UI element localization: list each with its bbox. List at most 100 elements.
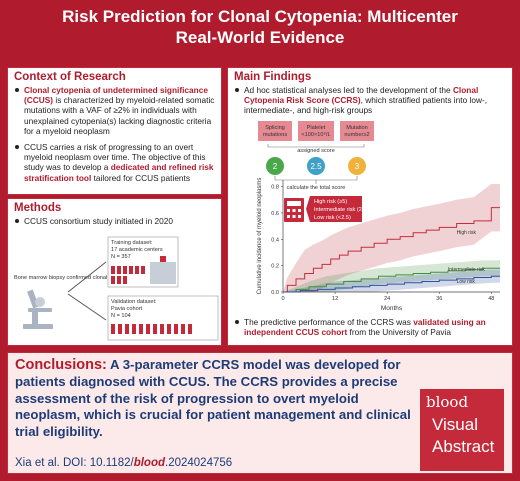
findings-b2-rest: from the University of Pavia bbox=[347, 327, 451, 338]
calc-label: calculate the total score bbox=[287, 185, 346, 191]
x-tick-label: 12 bbox=[332, 296, 338, 302]
findings-b1-rest: , which stratified patients into low-, i… bbox=[244, 95, 488, 116]
platelet-l2: <100×10⁹/L bbox=[301, 131, 330, 138]
validated-term: validated using an independent CCUS coho… bbox=[244, 317, 486, 338]
legend-intermediate: Intermediate risk (2.5–5) bbox=[314, 207, 375, 213]
x-tick-label: 0 bbox=[281, 296, 284, 302]
people-icons-training bbox=[111, 266, 145, 284]
x-tick-label: 24 bbox=[384, 296, 390, 302]
blood-visual-abstract-logo: blood Visual Abstract bbox=[420, 389, 504, 471]
mutation-box bbox=[340, 121, 374, 141]
y-tick-label: 0.4 bbox=[271, 237, 279, 243]
citation-journal: blood bbox=[133, 457, 165, 469]
findings-heading: Main Findings bbox=[234, 71, 312, 83]
training-label-1: Training dataset: bbox=[111, 240, 153, 246]
badge-visual: Visual bbox=[432, 415, 478, 434]
biopsy-label: Bone marrow biopsy confirmed clonal cyto… bbox=[14, 275, 134, 281]
series-line-1 bbox=[283, 267, 500, 293]
microscope-icon bbox=[23, 289, 53, 329]
score-2: 2.5 bbox=[310, 162, 322, 171]
ci-band-0 bbox=[283, 183, 500, 292]
arrow-to-training bbox=[67, 261, 107, 293]
title-line-1: Risk Prediction for Clonal Cytopenia: Mu… bbox=[62, 7, 458, 26]
validation-label-2: Pavia cohort bbox=[111, 306, 143, 312]
badge-abstract: Abstract bbox=[432, 437, 495, 456]
validation-label-3: N = 104 bbox=[111, 313, 131, 319]
mutation-l1: Mutation bbox=[346, 125, 367, 131]
ci-band-2 bbox=[283, 269, 500, 292]
score-circle-2 bbox=[307, 157, 325, 175]
calc-bracket bbox=[274, 176, 358, 184]
findings-bullet-2: The predictive performance of the CCRS w… bbox=[228, 317, 510, 337]
people-icons-validation bbox=[111, 324, 192, 334]
splicing-l2: mutations bbox=[263, 132, 287, 138]
methods-panel: Methods CCUS consortium study initiated … bbox=[7, 198, 222, 346]
platelet-l1: Platelet bbox=[307, 125, 326, 131]
y-tick-label: 0.2 bbox=[271, 264, 279, 270]
citation-post: .2024024756 bbox=[165, 457, 233, 469]
conclusions-panel: Conclusions: A 3-parameter CCRS model wa… bbox=[7, 352, 513, 474]
methods-bullet-1: CCUS consortium study initiated in 2020 bbox=[8, 216, 221, 226]
incidence-chart: 0 12 24 36 48 0.0 0.2 0.4 0.6 0.8 High risk Interme… bbox=[257, 178, 500, 312]
findings-b1-text: Ad hoc statistical analyses led to the d… bbox=[244, 85, 453, 95]
assigned-label: assigned score bbox=[297, 148, 335, 154]
legend-high: High risk (≥5) bbox=[314, 199, 347, 205]
context-bullet-2: CCUS carries a risk of progressing to an… bbox=[8, 142, 221, 183]
training-label-3: N = 357 bbox=[111, 254, 131, 260]
series-line-0 bbox=[283, 207, 500, 293]
ccrs-term: Clonal Cytopenia Risk Score (CCRS) bbox=[244, 85, 479, 106]
findings-bullet-1: Ad hoc statistical analyses led to the d… bbox=[228, 85, 512, 116]
validation-label-1: Validation dataset: bbox=[111, 299, 157, 305]
context-b2-end: tailored for CCUS patients bbox=[91, 172, 190, 183]
bullet-dot bbox=[235, 88, 239, 92]
x-axis-title: Months bbox=[381, 305, 403, 312]
methods-heading: Methods bbox=[14, 202, 62, 214]
training-label-2: 17 academic centers bbox=[111, 247, 163, 253]
ccus-term: Clonal cytopenia of undetermined signifi… bbox=[24, 85, 208, 106]
hospital-icon bbox=[150, 256, 176, 284]
series-line-2 bbox=[283, 275, 500, 293]
splicing-l1: Splicing bbox=[265, 125, 285, 131]
context-panel: Context of Research Clonal cytopenia of … bbox=[7, 67, 222, 195]
legend-low: Low risk (<2.5) bbox=[314, 215, 351, 221]
y-tick-label: 0.0 bbox=[271, 290, 279, 296]
score-3: 3 bbox=[355, 162, 360, 171]
conclusions-text: Conclusions: A 3-parameter CCRS model wa… bbox=[15, 357, 425, 441]
citation-pre: Xia et al. DOI: 10.1182/ bbox=[15, 457, 134, 469]
mutation-l2: number≥2 bbox=[344, 132, 369, 138]
findings-b2-text: The predictive performance of the CCRS w… bbox=[244, 317, 414, 327]
context-b1-text: is characterized by myeloid-related soma… bbox=[24, 95, 215, 136]
risk-legend-box bbox=[306, 196, 362, 222]
y-tick-label: 0.8 bbox=[271, 185, 279, 191]
score-circle-3 bbox=[348, 157, 366, 175]
context-b2-bold: dedicated and refined risk stratificatio… bbox=[24, 162, 214, 183]
findings-panel: Main Findings Ad hoc statistical analyse… bbox=[227, 67, 513, 346]
conclusions-lead: Conclusions: bbox=[15, 357, 107, 373]
methods-diagram: Bone marrow biopsy confirmed clonal cyto… bbox=[14, 236, 219, 341]
methods-b1-text: CCUS consortium study initiated in 2020 bbox=[24, 216, 173, 226]
calculator-icon bbox=[284, 198, 304, 222]
page-title: Risk Prediction for Clonal Cytopenia: Mu… bbox=[0, 6, 520, 48]
x-tick-label: 48 bbox=[488, 296, 494, 302]
bullet-dot bbox=[235, 320, 239, 324]
ccrs-diagram: Splicing mutations Platelet <100×10⁹/L M… bbox=[257, 121, 500, 312]
biopsy-text: Bone marrow biopsy confirmed clonal cyto… bbox=[14, 275, 134, 281]
series-label-0: High risk bbox=[457, 230, 477, 236]
badge-blood: blood bbox=[426, 393, 469, 411]
y-axis-title: Cumulative incidence of myeloid neoplasm… bbox=[257, 178, 263, 295]
title-line-2: Real-World Evidence bbox=[175, 28, 345, 47]
assigned-bracket bbox=[267, 144, 365, 148]
series-label-1: Intermediate risk bbox=[448, 267, 485, 273]
platelet-box bbox=[298, 121, 334, 141]
citation[interactable]: Xia et al. DOI: 10.1182/blood.2024024756 bbox=[15, 457, 232, 469]
context-b2-text: CCUS carries a risk of progressing to an… bbox=[24, 142, 206, 173]
score-circle-1 bbox=[266, 157, 284, 175]
splicing-box bbox=[258, 121, 292, 141]
bullet-dot bbox=[15, 145, 19, 150]
score-1: 2 bbox=[273, 162, 278, 171]
series-label-2: Low risk bbox=[457, 279, 476, 285]
bullet-dot bbox=[15, 219, 19, 223]
x-tick-label: 36 bbox=[436, 296, 442, 302]
conclusions-body: A 3-parameter CCRS model was developed f… bbox=[15, 357, 411, 440]
context-bullet-1: Clonal cytopenia of undetermined signifi… bbox=[8, 85, 221, 136]
